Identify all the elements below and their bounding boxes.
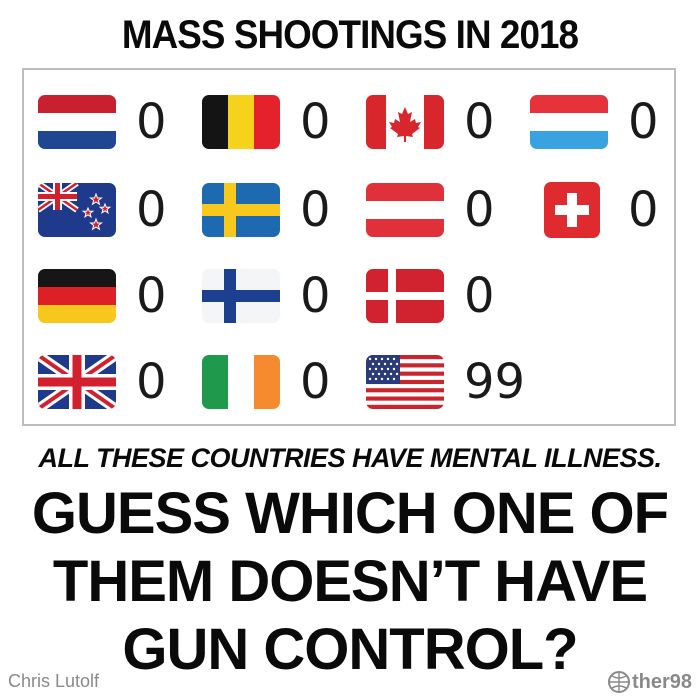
- tagline: ALL THESE COUNTRIES HAVE MENTAL ILLNESS.: [38, 443, 662, 473]
- country-entry-ireland: 0: [202, 352, 331, 412]
- shooting-count: 0: [136, 268, 167, 324]
- shooting-count: 0: [136, 182, 167, 238]
- shooting-count: 0: [464, 94, 495, 150]
- country-entry-germany: 0: [38, 266, 167, 326]
- germany-flag: [38, 269, 116, 323]
- country-entry-united-kingdom: 0: [38, 352, 167, 412]
- country-entry-new-zealand: 0: [38, 180, 167, 240]
- shooting-count: 0: [300, 94, 331, 150]
- austria-flag: [366, 183, 444, 237]
- shooting-count: 0: [300, 354, 331, 410]
- flag-panel: 0 0 0 0: [22, 68, 676, 426]
- globe-logo-icon: [607, 671, 630, 693]
- headline-line: GUESS WHICH ONE OF: [31, 481, 669, 546]
- shooting-count: 0: [628, 94, 659, 150]
- shooting-count: 0: [136, 354, 167, 410]
- sweden-flag: [202, 183, 280, 237]
- netherlands-flag: [38, 95, 116, 149]
- shooting-count: 0: [464, 182, 495, 238]
- finland-flag: [202, 269, 280, 323]
- headline-line: THEM DOESN’T HAVE: [52, 549, 648, 614]
- canada-flag: [366, 95, 444, 149]
- belgium-flag: [202, 95, 280, 149]
- country-entry-netherlands: 0: [38, 92, 167, 152]
- headline-line: GUN CONTROL?: [122, 617, 578, 682]
- new-zealand-flag: [38, 183, 116, 237]
- country-entry-finland: 0: [202, 266, 331, 326]
- united-kingdom-flag: [38, 355, 116, 409]
- switzerland-flag: [544, 182, 600, 238]
- united-states-flag: [366, 355, 444, 409]
- shooting-count: 0: [136, 94, 167, 150]
- shooting-count: 0: [300, 182, 331, 238]
- ireland-flag: [202, 355, 280, 409]
- luxembourg-flag: [530, 95, 608, 149]
- country-entry-denmark: 0: [366, 266, 495, 326]
- shooting-count: 0: [464, 268, 495, 324]
- headline-question: GUESS WHICH ONE OF THEM DOESN’T HAVE GUN…: [0, 480, 700, 684]
- country-entry-switzerland: 0: [530, 180, 659, 240]
- shooting-count: 99: [464, 354, 526, 410]
- shooting-count: 0: [300, 268, 331, 324]
- brand-name: ther98: [631, 670, 692, 693]
- country-entry-belgium: 0: [202, 92, 331, 152]
- country-entry-united-states: 99: [366, 352, 525, 412]
- brand-watermark: ther98: [607, 670, 692, 694]
- denmark-flag: [366, 269, 444, 323]
- country-entry-austria: 0: [366, 180, 495, 240]
- country-entry-sweden: 0: [202, 180, 331, 240]
- page-title: MASS SHOOTINGS IN 2018: [121, 13, 579, 57]
- country-entry-canada: 0: [366, 92, 495, 152]
- country-entry-luxembourg: 0: [530, 92, 659, 152]
- shooting-count: 0: [628, 182, 659, 238]
- author-credit: Chris Lutolf: [8, 671, 100, 691]
